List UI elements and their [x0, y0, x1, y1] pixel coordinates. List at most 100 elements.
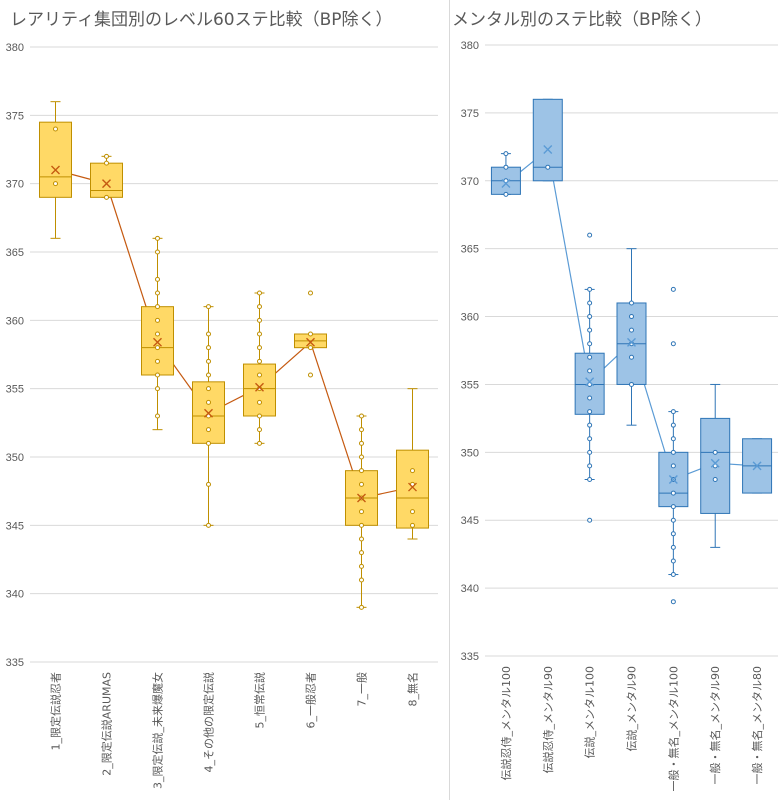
data-point	[104, 194, 109, 200]
data-point	[206, 427, 211, 433]
box-iqr	[658, 451, 689, 508]
data-point	[359, 413, 364, 419]
data-point	[206, 345, 211, 351]
mean-line	[55, 169, 413, 499]
mean-marker	[408, 482, 417, 492]
mean-marker	[710, 458, 720, 468]
y-tick-label: 350	[6, 452, 24, 464]
data-point	[359, 427, 364, 433]
y-tick-label: 370	[461, 176, 479, 188]
data-point	[155, 235, 160, 241]
mean-marker	[627, 337, 636, 347]
data-point	[308, 290, 313, 296]
y-tick-label: 365	[461, 244, 479, 256]
data-point	[257, 331, 262, 337]
mean-marker	[752, 461, 762, 471]
box-iqr	[396, 449, 429, 529]
y-tick-label: 360	[6, 315, 24, 327]
category-label: 7_一般	[356, 672, 369, 707]
data-point	[155, 290, 160, 296]
category-label: 3_限定伝説_未来爆魔女	[151, 672, 165, 789]
data-point	[587, 395, 593, 401]
data-point	[104, 160, 109, 166]
data-point	[257, 372, 262, 378]
category-label: 一般・無名_メンタル100	[666, 666, 680, 792]
mean-marker	[102, 179, 111, 189]
category-label: 一般・無名_メンタル90	[708, 666, 722, 785]
data-point	[545, 164, 551, 170]
data-point	[206, 522, 211, 528]
data-point	[104, 153, 109, 159]
y-tick-label: 355	[6, 384, 24, 396]
mean-marker	[306, 337, 315, 347]
data-point	[308, 372, 313, 378]
data-point	[587, 314, 593, 320]
category-label: 伝説忍侍_メンタル90	[541, 666, 555, 774]
box-iqr	[90, 162, 123, 198]
chart-title: メンタル別のステ比較（BP除く）	[452, 10, 712, 30]
data-point	[359, 509, 364, 515]
data-point	[53, 126, 58, 132]
data-point	[587, 286, 593, 292]
category-label: 5_恒常伝説	[253, 672, 267, 729]
data-point	[410, 468, 415, 474]
data-point	[629, 381, 634, 387]
data-point	[587, 341, 593, 347]
data-point	[670, 531, 676, 537]
chart-title: レアリティ集団別のレベル60ステ比較（BP除く）	[10, 10, 393, 30]
data-point	[670, 599, 676, 605]
y-tick-label: 375	[6, 110, 24, 122]
data-point	[503, 191, 509, 197]
mean-marker	[585, 377, 595, 387]
mean-marker	[668, 474, 678, 484]
mean-marker	[255, 382, 264, 392]
data-point	[629, 327, 634, 333]
y-tick-label: 360	[461, 312, 479, 324]
data-point	[670, 490, 676, 496]
y-tick-label: 380	[6, 42, 24, 54]
data-point	[257, 304, 262, 310]
data-point	[257, 290, 262, 296]
data-point	[670, 558, 676, 564]
category-label: 伝説_メンタル100	[583, 666, 597, 759]
y-tick-label: 345	[6, 520, 24, 532]
data-point	[359, 604, 364, 610]
data-point	[155, 317, 160, 323]
data-point	[587, 476, 593, 482]
category-label: 1_限定伝説忍者	[49, 672, 63, 751]
data-point	[587, 409, 593, 415]
mental-boxplot-chart: メンタル別のステ比較（BP除く） 335 340 345 350 355 360 365 370…	[452, 10, 778, 792]
mean-marker	[543, 145, 553, 155]
data-point	[359, 563, 364, 569]
data-point	[155, 358, 160, 364]
data-point	[308, 345, 313, 351]
data-point	[670, 341, 676, 347]
data-point	[587, 517, 593, 523]
data-point	[206, 386, 211, 392]
data-point	[206, 331, 211, 337]
data-point	[206, 372, 211, 378]
data-point	[359, 522, 364, 528]
data-point	[206, 304, 211, 310]
y-tick-label: 345	[461, 515, 479, 527]
mean-marker	[153, 337, 162, 347]
data-point	[206, 481, 211, 487]
data-point	[359, 454, 364, 460]
data-point	[670, 436, 676, 442]
data-point	[206, 440, 211, 446]
category-label: 2_限定伝説ARUMAS	[100, 672, 114, 776]
data-point	[257, 358, 262, 364]
data-point	[587, 368, 593, 374]
category-label: 伝説忍侍_メンタル100	[499, 666, 513, 781]
y-tick-label: 375	[461, 108, 479, 120]
category-label: 伝説_メンタル90	[625, 666, 639, 752]
data-point	[587, 463, 593, 469]
data-point	[670, 422, 676, 428]
y-tick-label: 355	[461, 379, 479, 391]
data-point	[257, 413, 262, 419]
y-tick-label: 365	[6, 247, 24, 259]
data-point	[155, 413, 160, 419]
category-label: 8_無名	[406, 672, 420, 707]
data-point	[155, 372, 160, 378]
data-point	[587, 327, 593, 333]
